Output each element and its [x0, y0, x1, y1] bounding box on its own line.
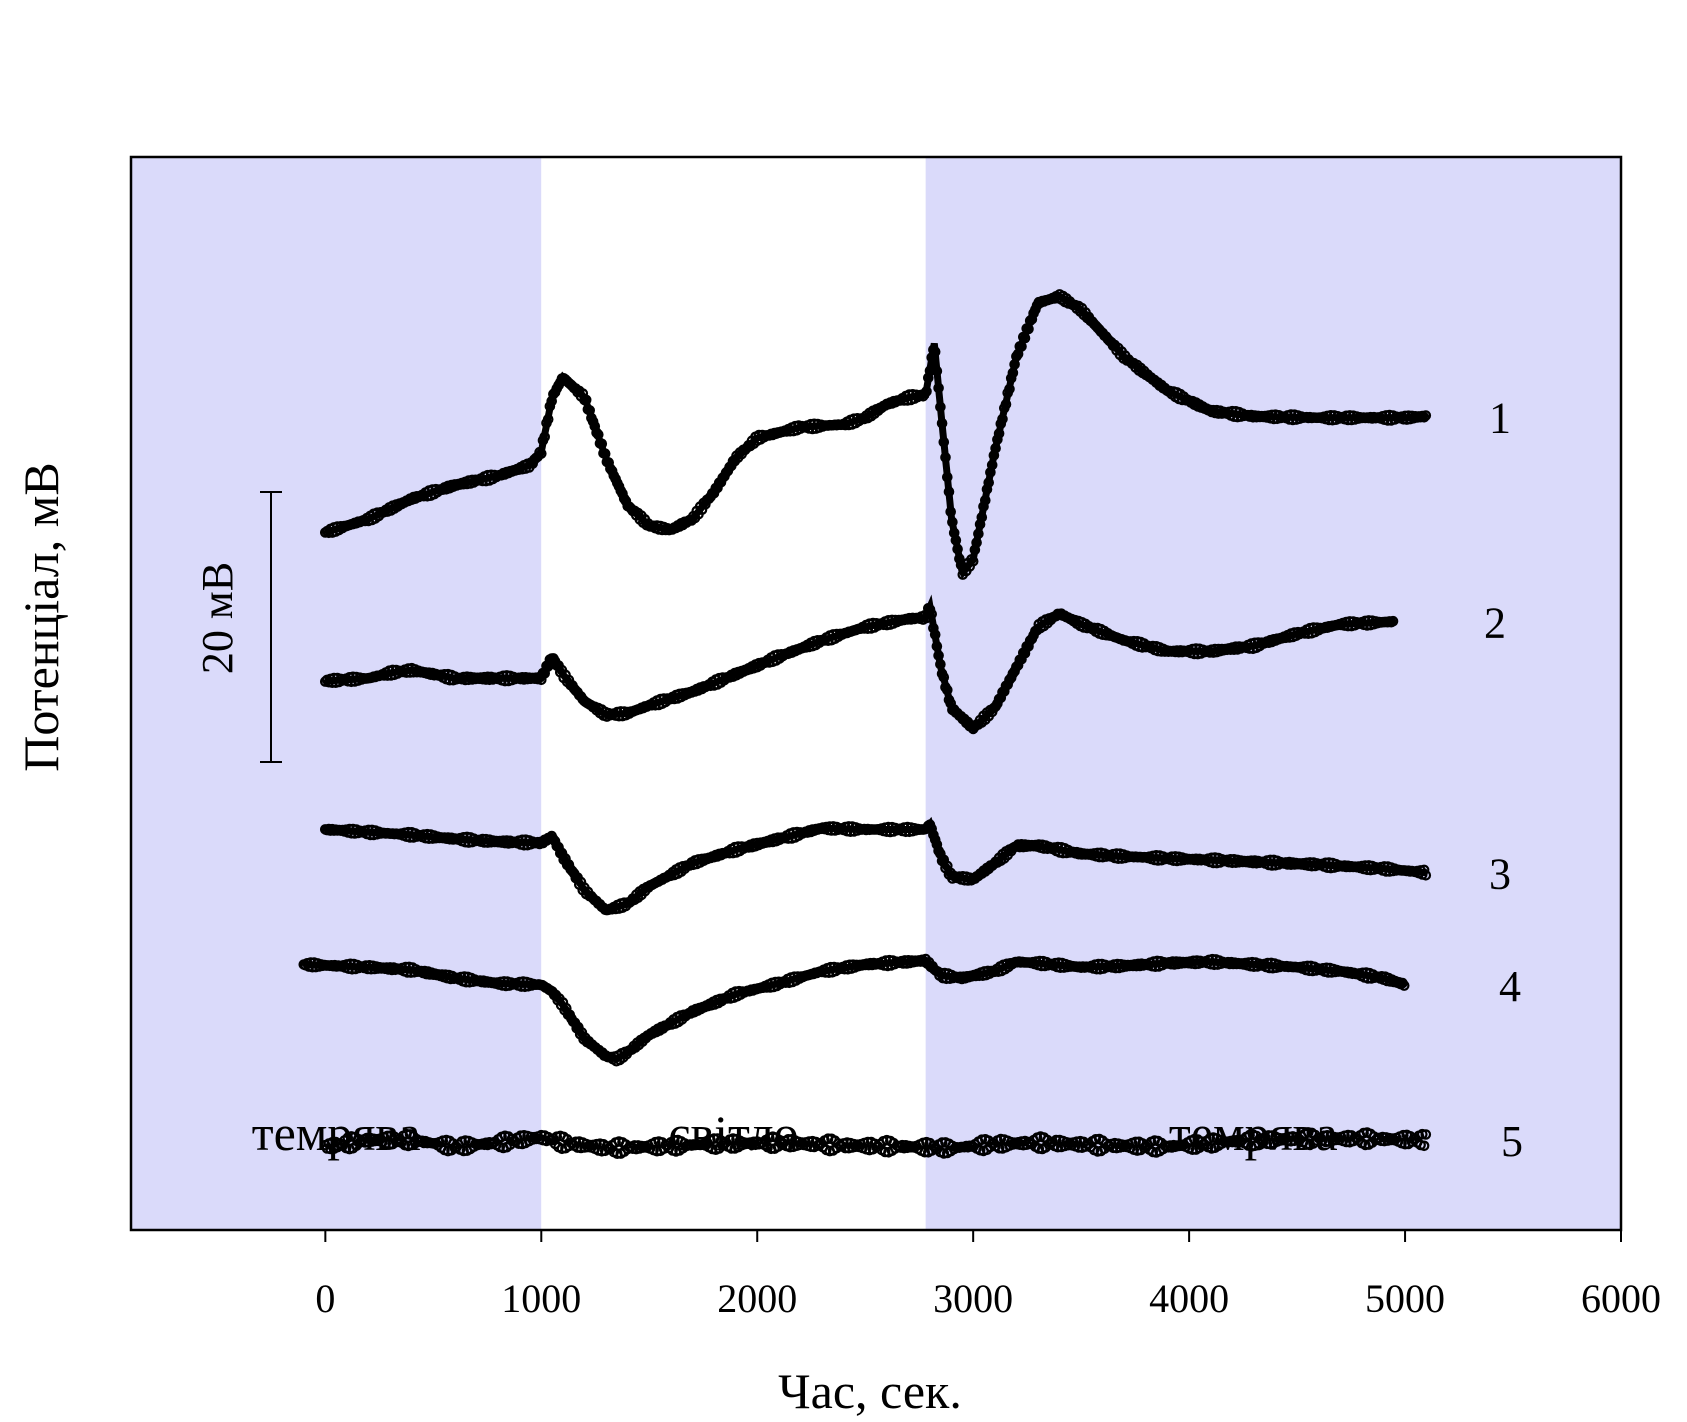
- region-0: [131, 157, 542, 1230]
- x-tick-label-6000: 6000: [1581, 1276, 1661, 1321]
- series-1-line: [324, 292, 1428, 579]
- x-tick-label-3000: 3000: [933, 1276, 1013, 1321]
- series-1: [319, 289, 1432, 580]
- series-label-2: 2: [1484, 599, 1506, 648]
- x-tick-label-2000: 2000: [717, 1276, 797, 1321]
- x-tick-label-0: 0: [315, 1276, 335, 1321]
- region-1: [541, 157, 926, 1230]
- region-label-0: темрява: [252, 1105, 421, 1161]
- region-label-2: темрява: [1169, 1105, 1338, 1161]
- series-label-5: 5: [1501, 1117, 1523, 1166]
- series-3: [319, 816, 1432, 916]
- data-series: [298, 289, 1432, 1159]
- x-tick-label-1000: 1000: [501, 1276, 581, 1321]
- x-tick-label-4000: 4000: [1149, 1276, 1229, 1321]
- series-label-3: 3: [1489, 850, 1511, 899]
- series-2: [319, 594, 1399, 735]
- series-label-4: 4: [1499, 962, 1521, 1011]
- x-axis: 0 1000 2000 3000 4000 5000 6000: [315, 1230, 1661, 1321]
- shaded-regions: [131, 157, 1621, 1230]
- region-2: [925, 157, 1621, 1230]
- series-label-1: 1: [1489, 393, 1511, 442]
- region-label-1: світло: [668, 1105, 798, 1161]
- y-axis-title: Потенціал, мВ: [13, 462, 69, 771]
- x-axis-title: Час, сек.: [778, 1363, 962, 1417]
- x-tick-label-5000: 5000: [1365, 1276, 1445, 1321]
- scale-bar-label: 20 мВ: [193, 562, 242, 674]
- series-2-line: [324, 594, 1395, 734]
